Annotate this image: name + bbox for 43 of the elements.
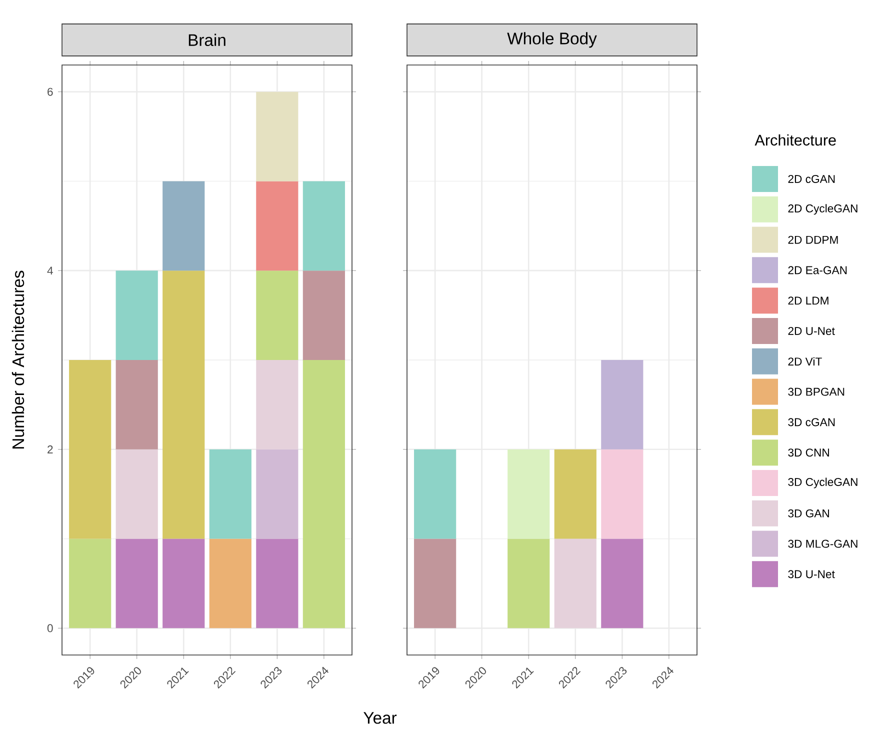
y-tick-label: 2 [48,445,53,454]
y-tick-label: 0 [47,624,53,632]
legend-label: 2D Ea-GAN [788,266,847,274]
chart-title: Brain [188,34,226,46]
bar [302,181,345,271]
bar [69,538,112,628]
legend-label: 3D cGAN [788,418,835,426]
y-tick-label: 6 [48,88,53,96]
y-tick-label: 4 [47,266,53,274]
chart-title: Whole Body [507,32,597,48]
legend-label: 3D U-Net [788,570,835,578]
bar [69,360,112,539]
bar [116,270,158,360]
legend-label: 2D LDM [788,296,828,305]
legend-label: 3D CNN [788,448,829,457]
bar [302,360,345,628]
legend-label: 2D DDPM [788,236,838,244]
legend-label: 3D BPGAN [788,388,844,396]
legend-label: 3D MLG-GAN [788,540,858,548]
x-axis-title: Year [364,712,397,724]
legend-label: 2D CycleGAN [788,204,858,215]
legend-label: 3D CycleGAN [788,478,858,488]
bar [162,538,205,628]
bar [162,181,205,271]
legend-label: 2D cGAN [788,174,835,183]
bar [302,270,345,360]
bar [209,538,252,628]
bar [256,360,298,450]
legend-label: 3D GAN [788,509,829,518]
bar [209,449,252,539]
legend-label: 2D U-Net [788,326,835,335]
bar [256,181,298,271]
bar [116,538,158,628]
bar [116,449,158,539]
bar [162,270,205,539]
legend-title: Architecture [754,134,836,146]
y-axis-title: Number of Architectures [12,270,24,448]
legend-label: 2D ViT [788,357,822,366]
bar [256,92,298,182]
bar [256,538,298,628]
bar [256,270,298,360]
bar [256,449,298,539]
bar [116,360,158,450]
